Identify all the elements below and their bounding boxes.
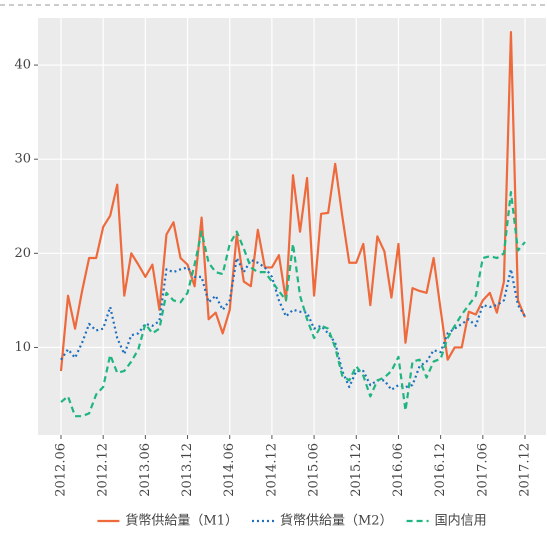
y-tick-label: 40: [14, 58, 31, 73]
x-tick-label: 2014.12: [264, 443, 279, 497]
x-tick-label: 2016.06: [391, 443, 406, 497]
x-tick-label: 2013.06: [138, 443, 153, 497]
x-tick-label: 2012.12: [96, 443, 111, 497]
legend-label: 貨幣供給量（M2）: [280, 513, 393, 529]
series-line: [60, 256, 526, 391]
x-tick-label: 2014.06: [222, 443, 237, 497]
x-tick-label: 2013.12: [180, 443, 195, 497]
legend-label: 貨幣供給量（M1）: [125, 513, 238, 529]
y-tick-label: 30: [14, 152, 31, 167]
series-line: [59, 31, 527, 372]
x-tick-label: 2015.06: [307, 443, 322, 497]
y-tick-label: 20: [14, 246, 31, 261]
plot-background: [38, 18, 546, 435]
legend-label: 国内信用: [435, 513, 487, 529]
x-tick-label: 2017.06: [475, 443, 490, 497]
y-tick-label: 10: [14, 340, 31, 355]
x-tick-label: 2015.12: [349, 443, 364, 497]
x-tick-label: 2016.12: [433, 443, 448, 497]
x-tick-label: 2012.06: [54, 443, 69, 497]
series-line: [60, 191, 526, 418]
x-tick-label: 2017.12: [518, 443, 533, 497]
